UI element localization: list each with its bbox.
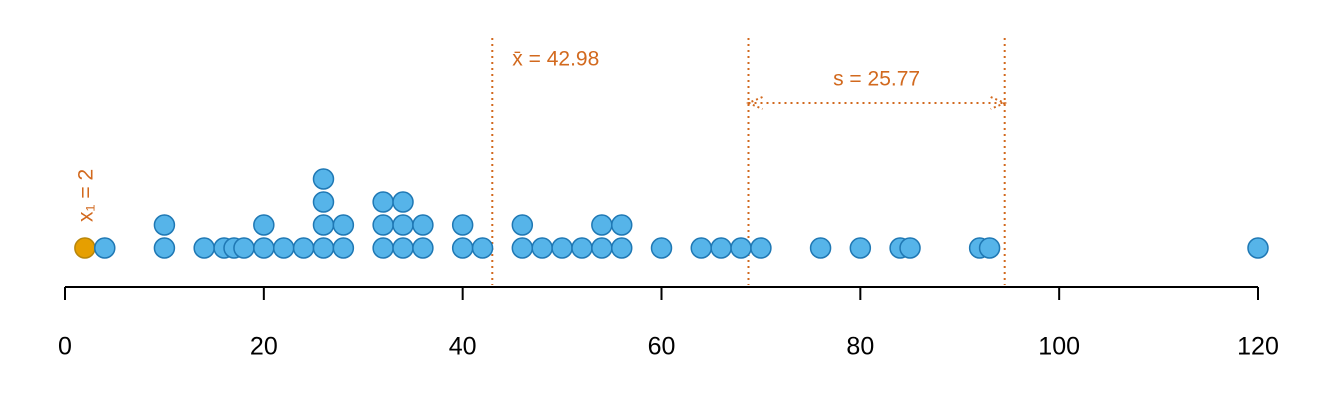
- dot: [849, 237, 872, 259]
- dot: [531, 237, 553, 259]
- dot: [312, 191, 335, 213]
- dot: [750, 237, 772, 259]
- dot: [253, 237, 275, 259]
- x-tick-label: 100: [1038, 333, 1080, 361]
- dot: [511, 214, 534, 236]
- dot: [372, 214, 394, 236]
- dot: [610, 237, 633, 259]
- x-tick-label: 60: [648, 333, 676, 361]
- dot: [332, 214, 355, 236]
- dot: [94, 237, 116, 259]
- dot: [153, 214, 176, 236]
- dot: [451, 214, 474, 236]
- dot: [292, 237, 315, 259]
- dot: [571, 237, 593, 259]
- x-tick-label: 40: [449, 333, 477, 361]
- dot: [591, 214, 613, 236]
- dot: [511, 237, 534, 259]
- arrow-head: [745, 96, 763, 110]
- dot: [392, 191, 414, 213]
- dot: [312, 237, 335, 259]
- dot: [899, 237, 921, 259]
- dot: [233, 237, 255, 259]
- first-point-label: x₁ = 2: [74, 169, 97, 222]
- dot: [730, 237, 752, 259]
- dot: [272, 237, 295, 259]
- x-tick-label: 0: [58, 333, 72, 361]
- dot: [153, 237, 176, 259]
- dot: [412, 214, 434, 236]
- x-tick-label: 120: [1237, 333, 1279, 361]
- dot: [74, 237, 96, 259]
- dot: [392, 237, 414, 259]
- dot: [471, 237, 494, 259]
- dot: [551, 237, 573, 259]
- mean-label: x̄ = 42.98: [512, 48, 599, 71]
- dot: [690, 237, 713, 259]
- dot: [650, 237, 673, 259]
- x-tick-label: 80: [846, 333, 874, 361]
- dot: [332, 237, 355, 259]
- dot: [193, 237, 215, 259]
- dot: [451, 237, 474, 259]
- sd-label: s = 25.77: [833, 68, 920, 91]
- x-tick-label: 20: [250, 333, 278, 361]
- dot: [372, 237, 394, 259]
- dot: [610, 214, 633, 236]
- dot: [312, 168, 335, 190]
- dot: [312, 214, 335, 236]
- arrow-head: [990, 96, 1008, 110]
- dot: [412, 237, 434, 259]
- dot: [978, 237, 1001, 259]
- dot: [253, 214, 275, 236]
- dot: [392, 214, 414, 236]
- dot: [809, 237, 832, 259]
- dot: [710, 237, 732, 259]
- dot: [1247, 237, 1269, 259]
- dot: [372, 191, 394, 213]
- dot: [591, 237, 613, 259]
